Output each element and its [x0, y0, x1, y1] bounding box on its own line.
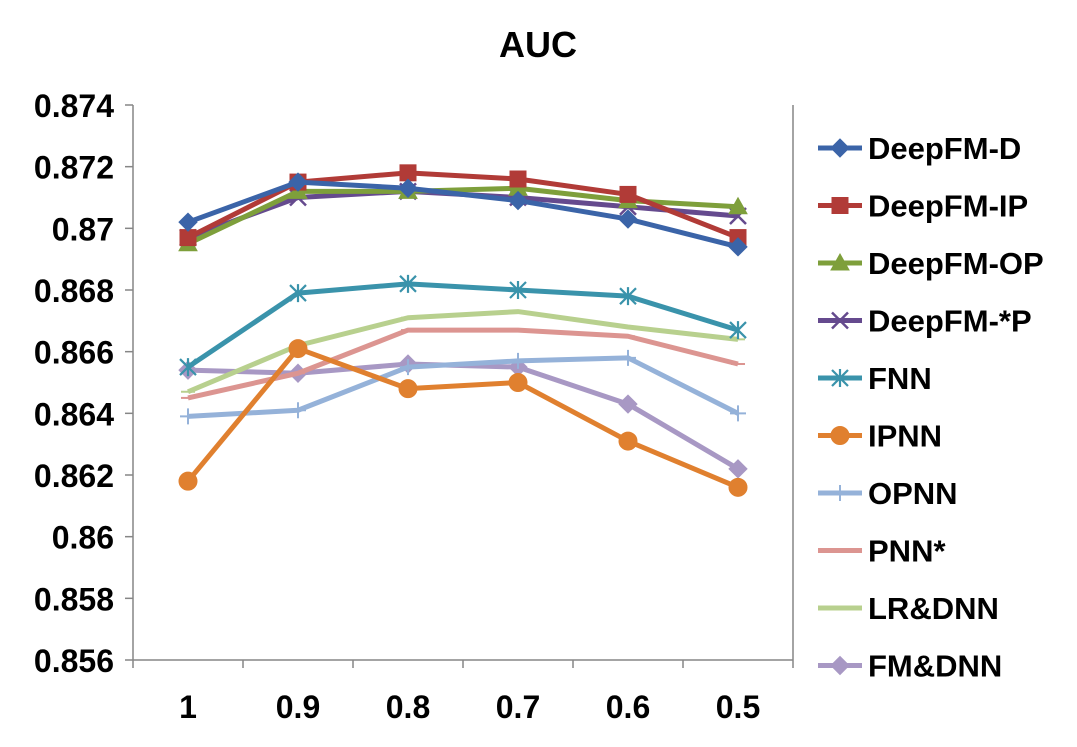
series-line [186, 281, 739, 370]
series-line [186, 346, 739, 490]
legend-swatch-marker [832, 485, 848, 501]
data-point [290, 402, 306, 419]
legend-entry: LR&DNN [818, 591, 999, 626]
series-ipnn [178, 339, 748, 497]
x-tick-label: 0.9 [276, 689, 320, 725]
data-point [619, 185, 637, 203]
legend-swatch-marker [830, 138, 850, 158]
series-deepfm-op [178, 178, 748, 252]
legend-label: PNN* [868, 534, 946, 569]
legend-entry: DeepFM-IP [818, 189, 1028, 224]
data-point [618, 431, 638, 451]
data-point [728, 196, 748, 215]
legend-label: IPNN [868, 419, 942, 454]
legend-swatch-marker [830, 655, 850, 676]
data-point [510, 352, 526, 369]
series-line [187, 309, 739, 395]
x-tick-label: 0.8 [386, 689, 430, 725]
data-point [508, 373, 528, 392]
data-point [288, 339, 308, 359]
y-tick-label: 0.858 [34, 581, 114, 617]
legend-entry: IPNN [818, 419, 942, 454]
legend-label: DeepFM-*P [868, 304, 1032, 339]
y-tick-label: 0.86 [52, 520, 114, 556]
data-point [618, 394, 638, 414]
data-point [730, 405, 746, 422]
series-line [187, 179, 739, 250]
legend-entry: DeepFM-*P [818, 304, 1032, 339]
data-point [400, 359, 416, 376]
data-point [399, 164, 417, 182]
y-tick-label: 0.862 [34, 458, 114, 494]
y-tick-label: 0.874 [34, 88, 114, 124]
data-point [398, 379, 418, 399]
data-point [288, 172, 308, 192]
y-tick-label: 0.868 [34, 273, 114, 309]
data-point [289, 284, 307, 303]
legend: DeepFM-D DeepFM-IP DeepFM-OP DeepFM-*P FNN IP… [818, 131, 1044, 684]
data-point [398, 178, 418, 198]
legend-entry: FNN [818, 361, 932, 396]
chart-title: AUC [499, 24, 577, 65]
legend-entry: FM&DNN [818, 649, 1002, 684]
data-point [180, 408, 196, 425]
data-point [179, 358, 197, 377]
legend-entry: DeepFM-OP [818, 246, 1044, 281]
series-lines [178, 164, 748, 497]
legend-swatch-marker [831, 197, 849, 214]
legend-label: DeepFM-OP [868, 246, 1044, 281]
y-tick-label: 0.872 [34, 150, 114, 186]
data-point [620, 349, 636, 366]
x-tick-label: 0.7 [496, 689, 540, 725]
legend-label: LR&DNN [868, 591, 999, 626]
data-point [179, 229, 197, 247]
data-point [619, 287, 637, 306]
data-point [178, 471, 198, 491]
legend-swatch-marker [831, 369, 849, 387]
legend-swatch-marker [830, 426, 850, 445]
legend-entry: PNN* [818, 534, 946, 569]
data-point [728, 237, 748, 257]
data-point [509, 281, 527, 299]
data-point [728, 477, 748, 497]
legend-label: FNN [868, 361, 932, 396]
y-tick-label: 0.856 [34, 643, 114, 679]
y-tick-label: 0.866 [34, 335, 114, 371]
x-tick-label: 1 [179, 689, 197, 725]
data-point [509, 170, 527, 188]
data-point [729, 321, 747, 340]
series-line [187, 355, 740, 419]
x-tick-label: 0.5 [716, 689, 760, 725]
series-opnn [180, 349, 746, 425]
data-point [399, 274, 417, 293]
x-tick-label: 0.6 [606, 689, 650, 725]
legend-label: DeepFM-D [868, 131, 1021, 166]
legend-swatch-marker [830, 252, 850, 271]
legend-label: FM&DNN [868, 649, 1002, 684]
series-line [187, 327, 739, 401]
series-fnn [179, 274, 747, 377]
y-tick-label: 0.87 [52, 211, 114, 247]
legend-label: OPNN [868, 476, 958, 511]
legend-entry: DeepFM-D [818, 131, 1021, 166]
series-deepfm-d [178, 172, 748, 257]
legend-label: DeepFM-IP [868, 189, 1028, 224]
legend-entry: OPNN [818, 476, 958, 511]
legend-swatch-marker [831, 311, 849, 330]
series-pnn- [181, 327, 745, 401]
data-point [618, 209, 638, 229]
data-point [178, 212, 198, 232]
data-point [508, 190, 528, 211]
y-tick-label: 0.864 [34, 396, 114, 432]
axes: 0.856 0.858 0.86 0.862 0.864 0.866 0.868 0.87 0.… [34, 88, 794, 725]
